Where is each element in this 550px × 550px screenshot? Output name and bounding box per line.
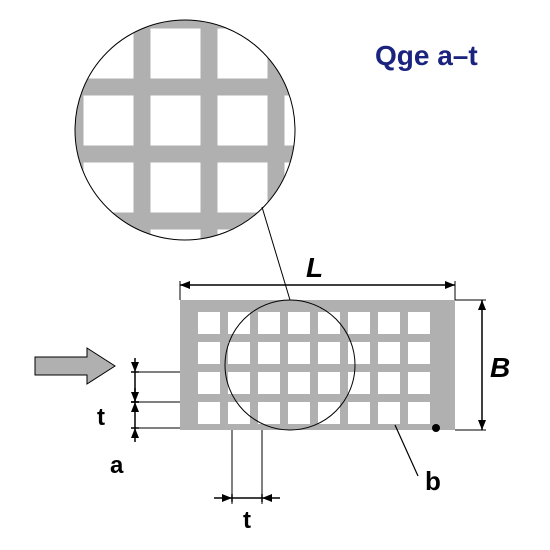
dim-B-label: B	[490, 352, 510, 384]
diagram-title: Qge a–t	[375, 40, 478, 72]
flow-arrow-icon	[35, 348, 115, 384]
dim-t-bottom-label: t	[243, 507, 251, 535]
detail-circle	[17, 0, 402, 347]
dim-L-label: L	[306, 252, 323, 284]
dim-t-left-label: t	[97, 404, 105, 432]
perforated-plate	[180, 300, 455, 432]
dim-b-leader	[395, 425, 418, 476]
dim-a-label: a	[110, 452, 123, 480]
connector-line	[262, 207, 290, 300]
dim-b-label: b	[425, 466, 441, 497]
